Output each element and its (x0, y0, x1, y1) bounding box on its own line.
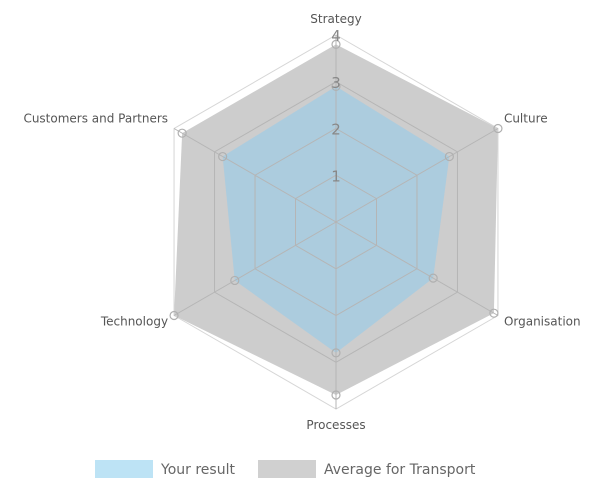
data-point-1-2 (489, 308, 499, 318)
data-point-0-5 (218, 151, 228, 162)
legend-label: Average for Transport (324, 462, 476, 478)
category-label: Customers and Partners (23, 112, 168, 126)
tick-label: 4 (331, 27, 341, 45)
grid-spoke-2 (335, 221, 499, 316)
data-point-1-4 (169, 310, 179, 321)
grid-spoke-1 (335, 128, 499, 223)
data-point-0-1 (444, 151, 454, 162)
data-point-0-2 (428, 273, 438, 283)
data-point-0-0 (331, 81, 341, 92)
data-point-1-3 (331, 390, 341, 400)
category-label: Technology (100, 315, 168, 329)
data-point-0-4 (230, 275, 240, 286)
grid-spoke-5 (173, 128, 337, 223)
data-point-0-3 (331, 348, 341, 358)
legend-swatch-1 (258, 460, 316, 478)
data-point-1-0 (331, 39, 341, 49)
tick-label: 2 (331, 121, 341, 139)
category-label: Processes (306, 418, 365, 432)
data-point-1-5 (177, 128, 187, 138)
category-label: Culture (504, 112, 548, 126)
tick-label: 3 (331, 74, 341, 92)
category-label: Strategy (310, 12, 361, 26)
data-point-1-1 (493, 123, 503, 134)
grid-spoke-4 (173, 221, 337, 316)
tick-label: 1 (331, 167, 341, 185)
legend-swatch-0 (95, 460, 153, 478)
category-label: Organisation (504, 315, 581, 329)
legend-label: Your result (160, 462, 235, 478)
